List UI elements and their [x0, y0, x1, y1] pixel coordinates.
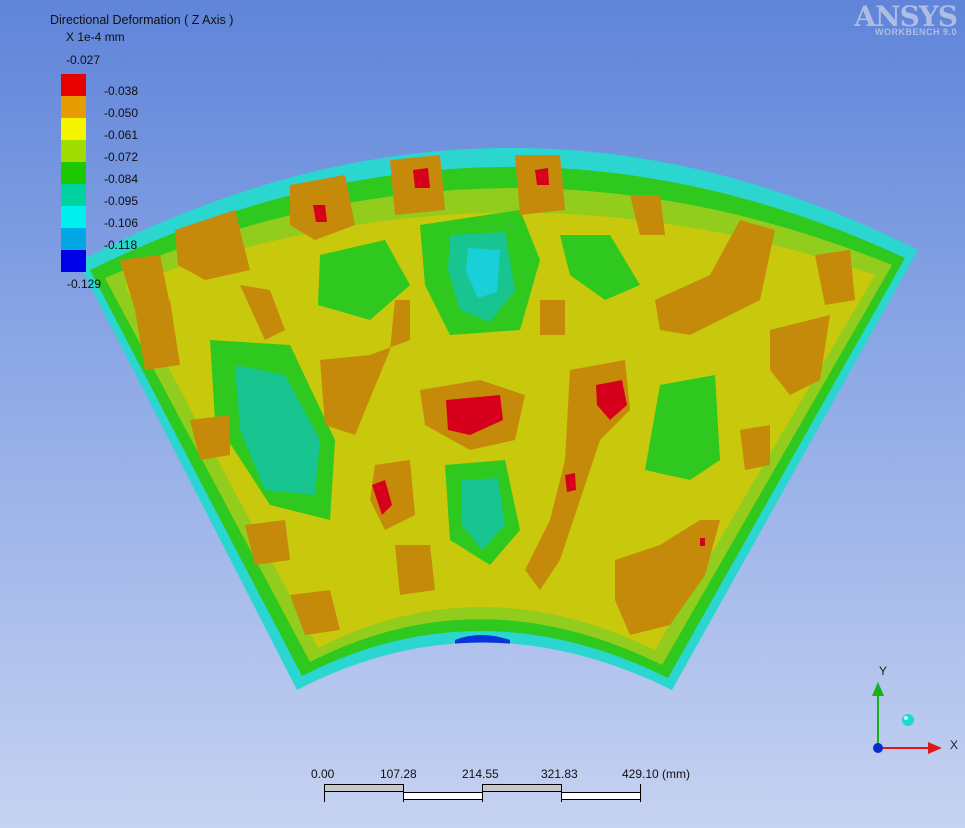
patch-orange-2 [120, 255, 170, 310]
scale-seg-3 [482, 784, 562, 792]
x-axis-arrow [928, 742, 942, 754]
patch-red-7 [565, 473, 576, 492]
scale-tick-mark-2 [482, 784, 483, 802]
patch-orange-11 [240, 285, 285, 340]
legend-label-9: -0.129 [67, 277, 102, 291]
patch-red-2 [413, 168, 430, 188]
scale-seg-2 [403, 792, 483, 800]
scale-tick-mark-3 [561, 784, 562, 802]
legend-swatch-3 [61, 118, 86, 140]
scale-seg-1 [324, 784, 404, 792]
result-title: Directional Deformation ( Z Axis ) [50, 13, 234, 27]
patch-orange-3 [135, 300, 180, 370]
legend-label-4: -0.072 [104, 150, 139, 164]
patch-orange-15 [525, 360, 630, 590]
legend-label-2: -0.050 [104, 106, 139, 120]
triad-view-sphere [902, 714, 914, 726]
legend-label-1: -0.038 [104, 84, 139, 98]
legend-swatch-2 [61, 96, 86, 118]
patch-orange-1 [175, 210, 250, 280]
legend-label-3: -0.061 [104, 128, 139, 142]
scale-tick-mark-4 [640, 784, 641, 802]
legend-swatch-7 [61, 206, 86, 228]
z-axis-dot [873, 743, 883, 753]
legend-swatch-5 [61, 162, 86, 184]
patch-orange-9 [815, 250, 855, 305]
legend-swatch-9 [61, 250, 86, 272]
legend-label-8: -0.118 [104, 238, 138, 252]
patch-orange-20 [290, 590, 340, 635]
patch-green-2 [318, 240, 410, 320]
patch-orange-19 [395, 545, 435, 595]
y-axis-label: Y [879, 664, 888, 678]
logo-subtitle: WORKBENCH 9.0 [874, 27, 957, 37]
scale-bar [324, 784, 641, 802]
legend-label-5: -0.084 [104, 172, 139, 186]
logo-wordmark: ANSYS [854, 0, 958, 33]
patch-teal-3 [462, 478, 505, 550]
legend-swatch-6 [61, 184, 86, 206]
patch-red-4 [446, 395, 503, 435]
scale-tick-2: 214.55 [462, 767, 499, 781]
patch-orange-12 [320, 300, 410, 435]
patch-orange-8 [655, 220, 775, 335]
coordinate-triad[interactable]: Y X [860, 660, 960, 770]
patch-orange-21 [615, 520, 720, 635]
patch-green-6 [560, 235, 640, 300]
legend-label-6: -0.095 [104, 194, 139, 208]
scale-seg-4 [561, 792, 641, 800]
patch-orange-14 [540, 300, 565, 335]
scale-tick-1: 107.28 [380, 767, 417, 781]
patch-red-6 [372, 480, 392, 515]
patch-orange-16 [190, 415, 230, 460]
ansys-logo: ANSYS WORKBENCH 9.0 [854, 0, 958, 38]
scale-tick-3: 321.83 [541, 767, 578, 781]
patch-cyan [466, 248, 500, 298]
legend-label-7: -0.106 [104, 216, 139, 230]
patch-red-5 [596, 380, 627, 420]
scale-tick-mark-0 [324, 784, 325, 802]
patch-red-1 [313, 205, 327, 222]
patch-orange-10 [770, 315, 830, 395]
patch-orange-22 [740, 425, 770, 470]
scale-tick-mark-1 [403, 784, 404, 802]
scale-tick-0: 0.00 [311, 767, 335, 781]
y-axis-arrow [872, 682, 884, 696]
x-axis-label: X [950, 738, 959, 752]
patch-teal-2 [235, 365, 320, 495]
patch-orange-7 [630, 195, 665, 235]
patch-orange-18 [245, 520, 290, 565]
patch-green-5 [645, 375, 720, 480]
patch-red-8 [700, 538, 705, 546]
legend-max-label: -0.027 [66, 53, 101, 67]
legend-swatch-4 [61, 140, 86, 162]
legend-swatch-1 [61, 74, 86, 96]
sphere-highlight [904, 716, 908, 720]
scale-tick-4: 429.10 (mm) [622, 767, 691, 781]
legend-swatch-8 [61, 228, 86, 250]
result-units: X 1e-4 mm [66, 30, 125, 44]
patch-red-3 [535, 168, 549, 185]
